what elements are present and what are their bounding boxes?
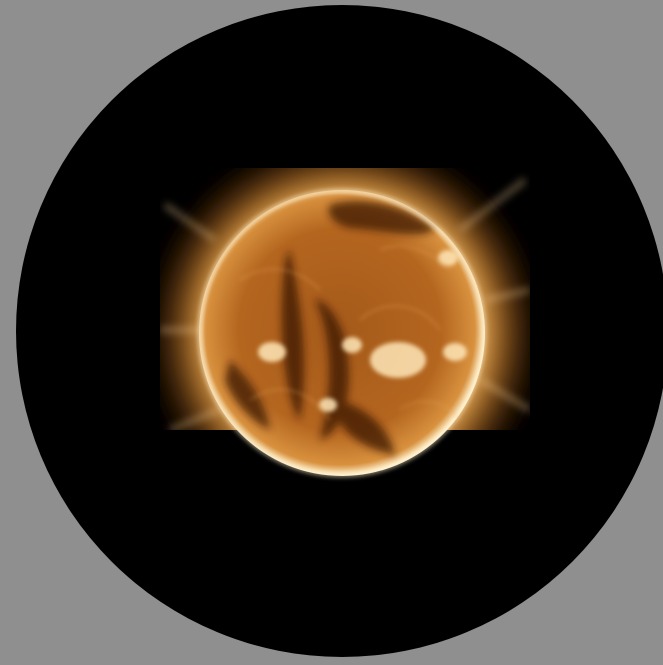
solar-disk (197, 188, 487, 478)
